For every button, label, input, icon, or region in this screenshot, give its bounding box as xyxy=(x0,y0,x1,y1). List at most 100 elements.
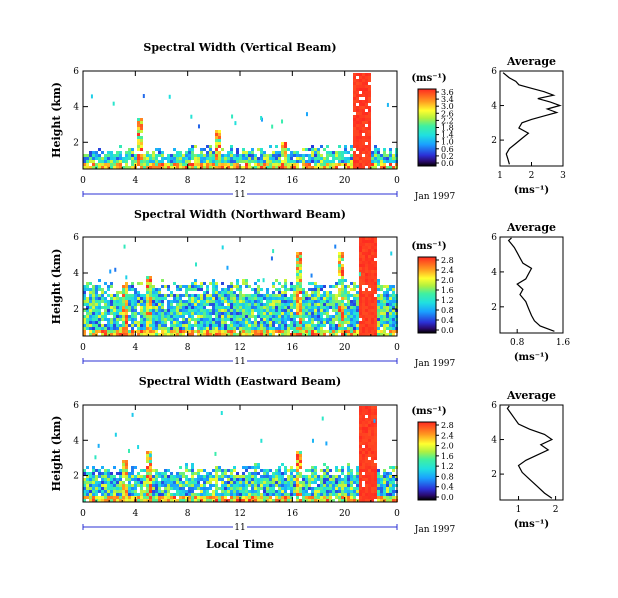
heatmap-cell xyxy=(356,97,359,100)
heatmap-cell xyxy=(188,499,191,502)
heatmap-cell xyxy=(359,294,362,297)
heatmap-cell xyxy=(155,481,158,484)
heatmap-cell xyxy=(113,306,116,309)
heatmap-cell xyxy=(128,309,131,312)
heatmap-cell xyxy=(131,478,134,481)
heatmap-cell xyxy=(314,315,317,318)
heatmap-cell xyxy=(104,499,107,502)
heatmap-cell xyxy=(257,490,260,493)
heatmap-cell xyxy=(383,475,386,478)
heatmap-cell xyxy=(260,166,263,169)
heatmap-cell xyxy=(173,309,176,312)
heatmap-cell xyxy=(185,154,188,157)
heatmap-cell xyxy=(107,303,110,306)
heatmap-cell xyxy=(371,157,374,160)
y-tick-label: 4 xyxy=(73,436,79,446)
heatmap-cell xyxy=(176,315,179,318)
heatmap-cell xyxy=(344,151,347,154)
heatmap-cell xyxy=(251,157,254,160)
heatmap-cell xyxy=(155,294,158,297)
heatmap-cell xyxy=(302,499,305,502)
heatmap-cell xyxy=(194,493,197,496)
heatmap-cell xyxy=(116,157,119,160)
heatmap-cell xyxy=(146,324,149,327)
heatmap-cell xyxy=(104,157,107,160)
heatmap-cell xyxy=(239,300,242,303)
heatmap-cell xyxy=(278,297,281,300)
heatmap-cell xyxy=(251,484,254,487)
heatmap-cell xyxy=(338,154,341,157)
heatmap-cell xyxy=(206,163,209,166)
heatmap-cell xyxy=(365,240,368,243)
heatmap-cell xyxy=(104,487,107,490)
heatmap-cell xyxy=(284,487,287,490)
heatmap-cell xyxy=(272,166,275,169)
heatmap-cell xyxy=(326,490,329,493)
heatmap-cell xyxy=(278,315,281,318)
heatmap-cell xyxy=(293,285,296,288)
heatmap-cell xyxy=(374,484,377,487)
heatmap-cell xyxy=(134,321,137,324)
y-tick-label: 4 xyxy=(73,103,79,113)
heatmap-cell xyxy=(104,306,107,309)
heatmap-cell xyxy=(230,469,233,472)
heatmap-cell xyxy=(368,327,371,330)
heatmap-cell xyxy=(293,487,296,490)
heatmap-cell xyxy=(278,294,281,297)
heatmap-cell xyxy=(308,324,311,327)
heatmap-cell xyxy=(362,457,365,460)
heatmap-cell xyxy=(242,148,245,151)
heatmap-cell xyxy=(374,493,377,496)
heatmap-cell xyxy=(359,315,362,318)
heatmap-cell xyxy=(347,318,350,321)
colorbar-tick-label: 2.8 xyxy=(441,421,454,430)
heatmap-cell xyxy=(230,493,233,496)
heatmap-cell xyxy=(260,303,263,306)
heatmap-cell xyxy=(353,475,356,478)
heatmap-cell xyxy=(353,85,356,88)
heatmap-cell xyxy=(338,157,341,160)
heatmap-cell xyxy=(269,493,272,496)
heatmap-cell xyxy=(119,318,122,321)
heatmap-cell xyxy=(362,160,365,163)
average-xlabel: (ms⁻¹) xyxy=(514,519,549,530)
heatmap-cell xyxy=(341,294,344,297)
heatmap-cell xyxy=(365,424,368,427)
heatmap-cell xyxy=(215,297,218,300)
heatmap-cell xyxy=(218,130,221,133)
heatmap-cell xyxy=(86,487,89,490)
heatmap-cell xyxy=(254,303,257,306)
heatmap-cell xyxy=(353,103,356,106)
heatmap-cell xyxy=(224,487,227,490)
heatmap-cell xyxy=(320,285,323,288)
heatmap-cell xyxy=(149,484,152,487)
heatmap-cell xyxy=(332,481,335,484)
heatmap-cell xyxy=(380,309,383,312)
heatmap-cell xyxy=(293,312,296,315)
heatmap-cell xyxy=(311,157,314,160)
heatmap-cell xyxy=(134,478,137,481)
heatmap-cell xyxy=(221,478,224,481)
heatmap-cell xyxy=(203,499,206,502)
heatmap-cell xyxy=(269,312,272,315)
heatmap-cell xyxy=(272,333,275,336)
heatmap-cell xyxy=(359,288,362,291)
heatmap-cell xyxy=(386,472,389,475)
heatmap-cell xyxy=(356,109,359,112)
heatmap-cell xyxy=(302,148,305,151)
heatmap-cell xyxy=(257,315,260,318)
heatmap-cell xyxy=(320,160,323,163)
heatmap-cell xyxy=(107,490,110,493)
heatmap-cell xyxy=(302,321,305,324)
heatmap-cell xyxy=(104,333,107,336)
heatmap-cell xyxy=(119,315,122,318)
heatmap-cell xyxy=(251,487,254,490)
x-tick-label: 8 xyxy=(185,509,191,519)
heatmap-cell xyxy=(317,300,320,303)
heatmap-cell xyxy=(296,315,299,318)
heatmap-cell xyxy=(377,324,380,327)
heatmap-cell xyxy=(152,330,155,333)
heatmap-cell xyxy=(269,309,272,312)
heatmap-cell xyxy=(206,154,209,157)
heatmap-cell xyxy=(89,315,92,318)
